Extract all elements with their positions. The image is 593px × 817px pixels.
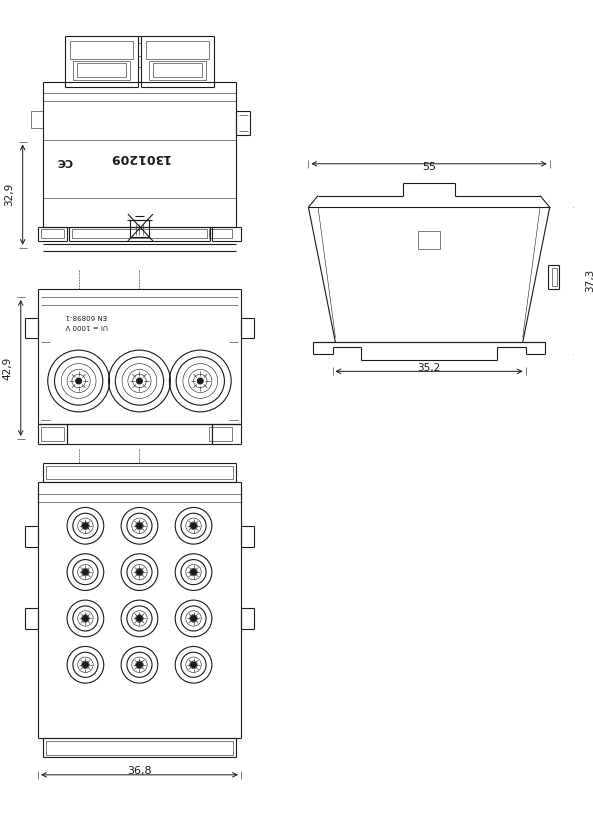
Text: 37,3: 37,3 xyxy=(585,269,593,292)
Circle shape xyxy=(190,523,196,529)
Text: 42,9: 42,9 xyxy=(2,356,12,380)
Circle shape xyxy=(136,662,142,667)
Text: 1301209: 1301209 xyxy=(109,150,170,163)
Text: 35,2: 35,2 xyxy=(417,363,441,373)
Circle shape xyxy=(136,615,142,622)
Circle shape xyxy=(190,662,196,667)
Circle shape xyxy=(190,569,196,575)
Circle shape xyxy=(82,615,88,622)
Circle shape xyxy=(76,378,82,384)
Circle shape xyxy=(82,662,88,667)
Text: 32,9: 32,9 xyxy=(4,183,14,207)
Circle shape xyxy=(136,378,142,384)
Text: EN 60898-1: EN 60898-1 xyxy=(66,313,107,319)
Circle shape xyxy=(136,569,142,575)
Text: Ui = 1000 V: Ui = 1000 V xyxy=(65,323,108,329)
Circle shape xyxy=(190,615,196,622)
Text: CЄ: CЄ xyxy=(56,156,72,166)
Circle shape xyxy=(136,523,142,529)
Circle shape xyxy=(197,378,203,384)
Circle shape xyxy=(82,523,88,529)
Text: 36,8: 36,8 xyxy=(127,766,152,776)
Circle shape xyxy=(82,569,88,575)
Text: 55: 55 xyxy=(422,163,436,172)
